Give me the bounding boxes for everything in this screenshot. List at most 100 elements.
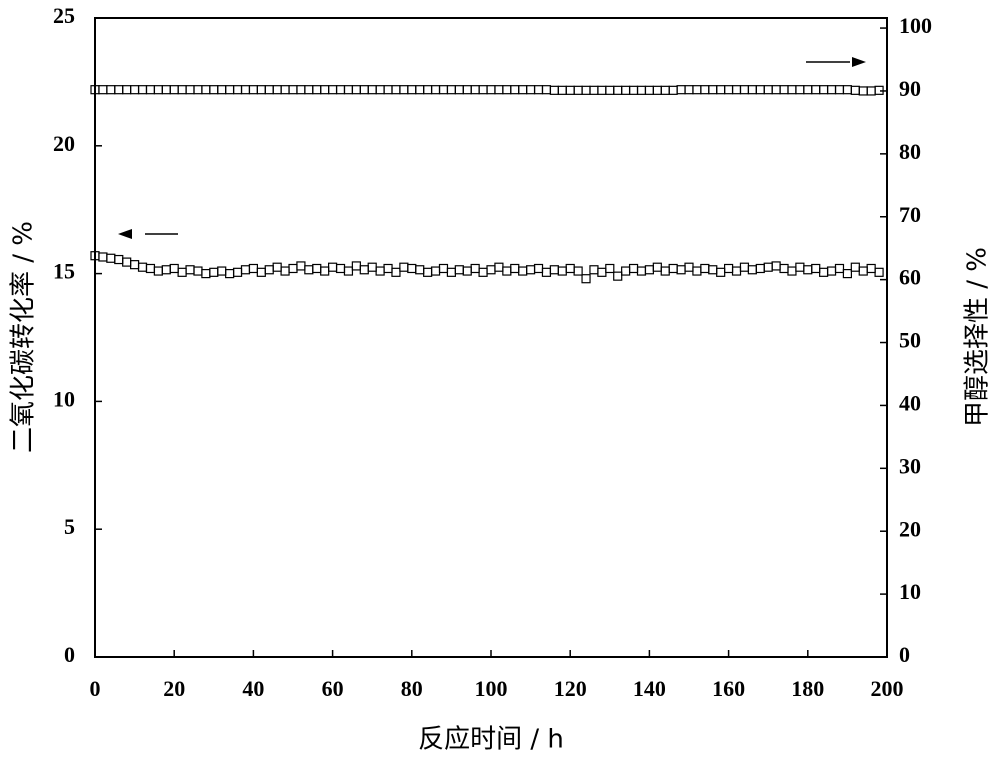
marker bbox=[438, 85, 449, 95]
marker bbox=[581, 85, 591, 95]
marker bbox=[494, 262, 504, 272]
marker bbox=[486, 265, 496, 275]
marker bbox=[747, 265, 757, 275]
marker bbox=[795, 85, 805, 95]
marker bbox=[399, 262, 409, 272]
marker bbox=[201, 85, 211, 95]
marker bbox=[660, 266, 670, 276]
marker bbox=[834, 85, 845, 95]
marker bbox=[304, 85, 314, 95]
marker bbox=[288, 263, 298, 274]
marker bbox=[320, 85, 330, 95]
marker bbox=[850, 262, 860, 272]
marker bbox=[708, 85, 718, 95]
marker bbox=[518, 85, 528, 95]
y-tick-label: 15 bbox=[53, 259, 75, 284]
marker bbox=[834, 263, 845, 274]
marker bbox=[130, 260, 140, 270]
marker bbox=[312, 85, 322, 95]
x-tick-label: 180 bbox=[791, 676, 824, 701]
marker bbox=[549, 85, 559, 95]
marker bbox=[407, 85, 417, 95]
marker bbox=[423, 85, 433, 95]
y-tick-label: 25 bbox=[53, 3, 75, 28]
marker bbox=[811, 263, 821, 274]
marker bbox=[803, 265, 813, 275]
x-tick-label: 200 bbox=[871, 676, 904, 701]
marker bbox=[581, 274, 591, 284]
marker bbox=[248, 85, 258, 95]
marker bbox=[407, 263, 417, 274]
marker bbox=[217, 85, 227, 95]
marker bbox=[747, 85, 757, 95]
marker bbox=[755, 263, 765, 274]
y-tick-label: 10 bbox=[53, 386, 75, 411]
marker bbox=[541, 85, 552, 95]
marker bbox=[454, 85, 464, 95]
marker bbox=[842, 85, 853, 95]
marker bbox=[494, 85, 504, 95]
marker bbox=[613, 271, 623, 281]
marker bbox=[565, 85, 575, 95]
marker bbox=[209, 267, 219, 277]
marker bbox=[359, 85, 369, 95]
marker bbox=[232, 85, 243, 95]
marker bbox=[328, 85, 338, 95]
marker bbox=[668, 85, 678, 95]
marker bbox=[462, 85, 472, 95]
marker bbox=[193, 85, 203, 95]
marker bbox=[510, 263, 520, 274]
y2-tick-label: 60 bbox=[899, 265, 921, 290]
marker bbox=[304, 265, 314, 275]
marker bbox=[858, 86, 868, 96]
marker bbox=[652, 85, 662, 95]
marker bbox=[779, 85, 789, 95]
marker bbox=[280, 85, 290, 95]
y2-tick-label: 0 bbox=[899, 642, 910, 667]
marker bbox=[185, 85, 195, 95]
marker bbox=[811, 85, 821, 95]
y2-tick-label: 70 bbox=[899, 202, 921, 227]
marker bbox=[367, 85, 377, 95]
y2-tick-label: 90 bbox=[899, 76, 921, 101]
marker bbox=[573, 85, 583, 95]
marker bbox=[106, 85, 116, 95]
arrow-right-head bbox=[852, 57, 866, 67]
marker bbox=[446, 85, 456, 95]
arrow-left-head bbox=[118, 229, 132, 239]
marker bbox=[755, 85, 765, 95]
marker bbox=[375, 85, 385, 95]
marker bbox=[122, 85, 132, 95]
marker bbox=[161, 85, 171, 95]
marker bbox=[700, 85, 710, 95]
marker bbox=[787, 266, 797, 276]
marker bbox=[423, 267, 433, 277]
marker bbox=[716, 85, 726, 95]
marker bbox=[605, 85, 615, 95]
marker bbox=[478, 85, 488, 95]
marker bbox=[391, 267, 401, 277]
marker bbox=[185, 265, 195, 275]
marker bbox=[636, 85, 647, 95]
marker bbox=[605, 263, 615, 274]
marker bbox=[557, 266, 567, 276]
y-tick-label: 20 bbox=[53, 131, 75, 156]
marker bbox=[145, 263, 156, 274]
marker bbox=[866, 263, 876, 274]
marker bbox=[510, 85, 520, 95]
marker bbox=[874, 85, 884, 95]
marker bbox=[692, 85, 702, 95]
marker bbox=[668, 263, 678, 274]
marker bbox=[153, 266, 163, 276]
marker bbox=[470, 263, 480, 274]
marker bbox=[454, 265, 464, 275]
marker bbox=[502, 266, 512, 276]
y2-tick-label: 20 bbox=[899, 516, 921, 541]
marker bbox=[470, 85, 480, 95]
marker bbox=[819, 85, 829, 95]
marker bbox=[573, 266, 583, 276]
marker bbox=[114, 254, 124, 265]
marker bbox=[541, 267, 552, 277]
marker bbox=[795, 262, 805, 272]
marker bbox=[209, 85, 219, 95]
